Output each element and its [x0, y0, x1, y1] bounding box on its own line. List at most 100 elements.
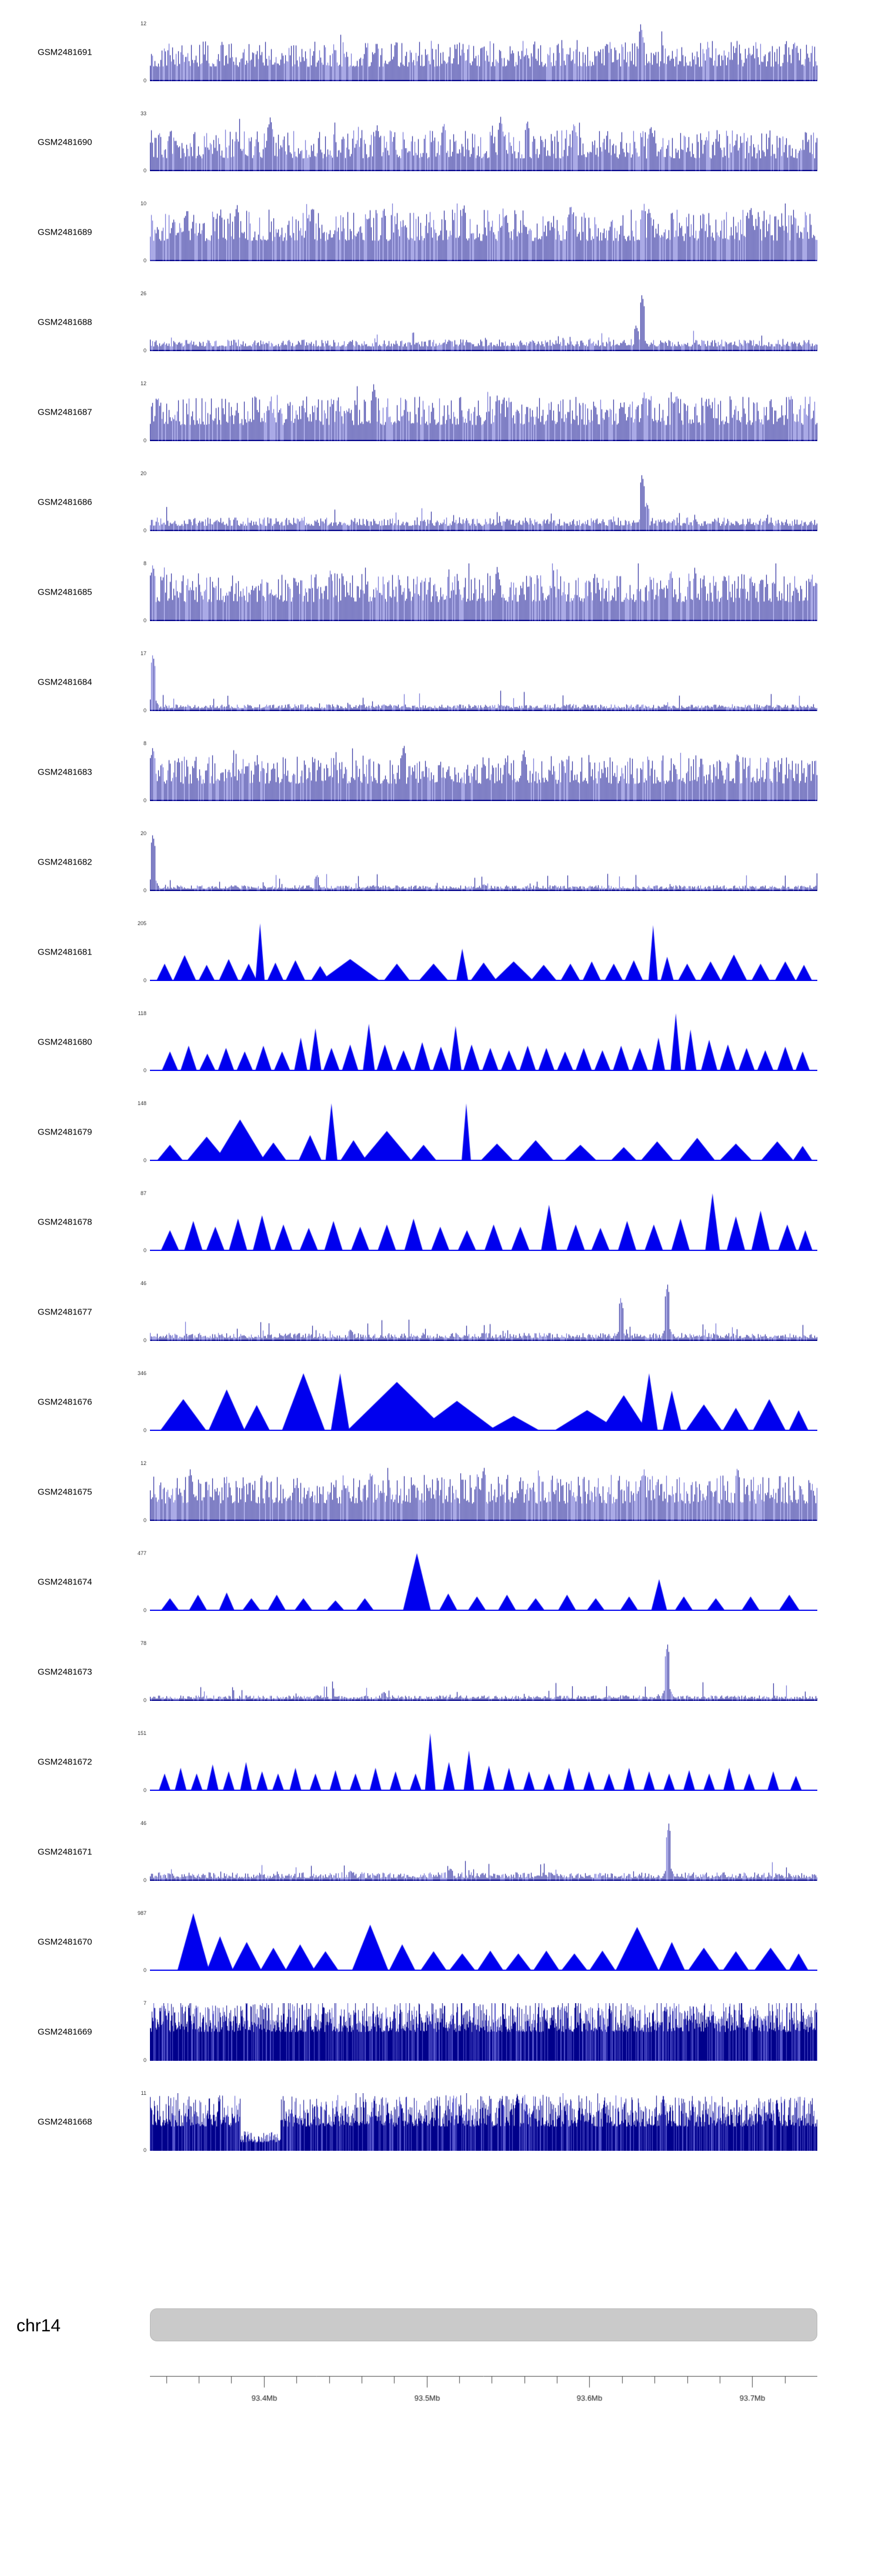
y-axis-zero-label: 0 [143, 1247, 146, 1253]
y-axis-zero-label: 0 [143, 977, 146, 983]
coverage-plot [150, 1553, 817, 1611]
y-axis-max-label: 17 [140, 650, 146, 656]
y-axis-max-label: 477 [137, 1550, 146, 1556]
track-row: GSM2481687 12 0 [0, 381, 882, 443]
y-axis-max-label: 151 [137, 1730, 146, 1736]
y-axis-max-label: 26 [140, 291, 146, 296]
track-label: GSM2481690 [38, 137, 92, 148]
chromosome-label: chr14 [16, 2316, 61, 2335]
y-axis-zero-label: 0 [143, 618, 146, 623]
track-row: GSM2481668 11 0 [0, 2091, 882, 2153]
y-axis-zero-label: 0 [143, 2147, 146, 2153]
track-row: GSM2481689 10 0 [0, 201, 882, 263]
y-axis-zero-label: 0 [143, 438, 146, 443]
y-axis-zero-label: 0 [143, 1787, 146, 1793]
y-axis-zero-label: 0 [143, 887, 146, 893]
track-label: GSM2481684 [38, 677, 92, 688]
chromosome-ideogram [150, 2308, 817, 2341]
track-row: GSM2481691 12 0 [0, 21, 882, 84]
coverage-plot [150, 743, 817, 801]
genome-axis [150, 2371, 817, 2424]
y-axis-zero-label: 0 [143, 78, 146, 84]
y-axis-zero-label: 0 [143, 1427, 146, 1433]
track-row: GSM2481686 20 0 [0, 471, 882, 533]
coverage-plot [150, 2003, 817, 2061]
coverage-plot [150, 203, 817, 261]
coverage-plot [150, 293, 817, 351]
track-row: GSM2481682 20 0 [0, 830, 882, 893]
track-row: GSM2481679 148 0 [0, 1101, 882, 1163]
coverage-plot [150, 1193, 817, 1251]
track-label: GSM2481691 [38, 47, 92, 58]
coverage-plot [150, 653, 817, 711]
y-axis-max-label: 20 [140, 830, 146, 836]
track-label: GSM2481685 [38, 587, 92, 598]
track-label: GSM2481669 [38, 2027, 92, 2037]
track-row: GSM2481683 8 0 [0, 741, 882, 803]
coverage-plot [150, 2093, 817, 2151]
track-label: GSM2481686 [38, 497, 92, 508]
track-row: GSM2481681 205 0 [0, 920, 882, 983]
y-axis-max-label: 8 [143, 560, 146, 566]
track-label: GSM2481683 [38, 767, 92, 778]
track-row: GSM2481680 118 0 [0, 1010, 882, 1073]
track-row: GSM2481669 7 0 [0, 2000, 882, 2063]
y-axis-zero-label: 0 [143, 528, 146, 533]
track-label: GSM2481682 [38, 857, 92, 867]
track-row: GSM2481685 8 0 [0, 560, 882, 623]
track-label: GSM2481687 [38, 407, 92, 418]
coverage-plot [150, 1463, 817, 1521]
y-axis-zero-label: 0 [143, 168, 146, 173]
y-axis-max-label: 87 [140, 1190, 146, 1196]
track-row: GSM2481684 17 0 [0, 650, 882, 713]
y-axis-zero-label: 0 [143, 1697, 146, 1703]
y-axis-max-label: 20 [140, 471, 146, 476]
coverage-plot [150, 923, 817, 981]
y-axis-max-label: 12 [140, 1460, 146, 1466]
y-axis-max-label: 33 [140, 111, 146, 116]
y-axis-max-label: 12 [140, 21, 146, 26]
track-row: GSM2481676 346 0 [0, 1371, 882, 1433]
track-label: GSM2481689 [38, 227, 92, 238]
track-label: GSM2481670 [38, 1937, 92, 1947]
track-label: GSM2481673 [38, 1667, 92, 1677]
y-axis-max-label: 10 [140, 201, 146, 206]
coverage-plot [150, 114, 817, 171]
y-axis-zero-label: 0 [143, 1067, 146, 1073]
coverage-plot [150, 383, 817, 441]
track-label: GSM2481688 [38, 317, 92, 328]
y-axis-zero-label: 0 [143, 2057, 146, 2063]
y-axis-max-label: 7 [143, 2000, 146, 2006]
y-axis-max-label: 205 [137, 920, 146, 926]
track-row: GSM2481673 78 0 [0, 1640, 882, 1703]
coverage-plot [150, 1373, 817, 1431]
y-axis-max-label: 118 [138, 1010, 146, 1016]
y-axis-zero-label: 0 [143, 1967, 146, 1973]
coverage-plot [150, 1823, 817, 1881]
y-axis-max-label: 46 [140, 1280, 146, 1286]
track-label: GSM2481679 [38, 1127, 92, 1137]
y-axis-zero-label: 0 [143, 258, 146, 263]
y-axis-zero-label: 0 [143, 1337, 146, 1343]
coverage-plot [150, 1103, 817, 1161]
track-label: GSM2481677 [38, 1307, 92, 1317]
track-row: GSM2481688 26 0 [0, 291, 882, 353]
y-axis-max-label: 78 [140, 1640, 146, 1646]
track-label: GSM2481675 [38, 1487, 92, 1497]
track-label: GSM2481676 [38, 1397, 92, 1407]
y-axis-zero-label: 0 [143, 1607, 146, 1613]
y-axis-zero-label: 0 [143, 348, 146, 353]
coverage-plot [150, 24, 817, 81]
track-label: GSM2481678 [38, 1217, 92, 1227]
track-label: GSM2481672 [38, 1757, 92, 1767]
coverage-plot [150, 1013, 817, 1071]
coverage-plot [150, 563, 817, 621]
track-label: GSM2481674 [38, 1577, 92, 1587]
y-axis-max-label: 46 [140, 1820, 146, 1826]
track-label: GSM2481681 [38, 947, 92, 957]
track-row: GSM2481690 33 0 [0, 111, 882, 173]
track-label: GSM2481671 [38, 1847, 92, 1857]
y-axis-zero-label: 0 [143, 708, 146, 713]
coverage-plot [150, 1283, 817, 1341]
